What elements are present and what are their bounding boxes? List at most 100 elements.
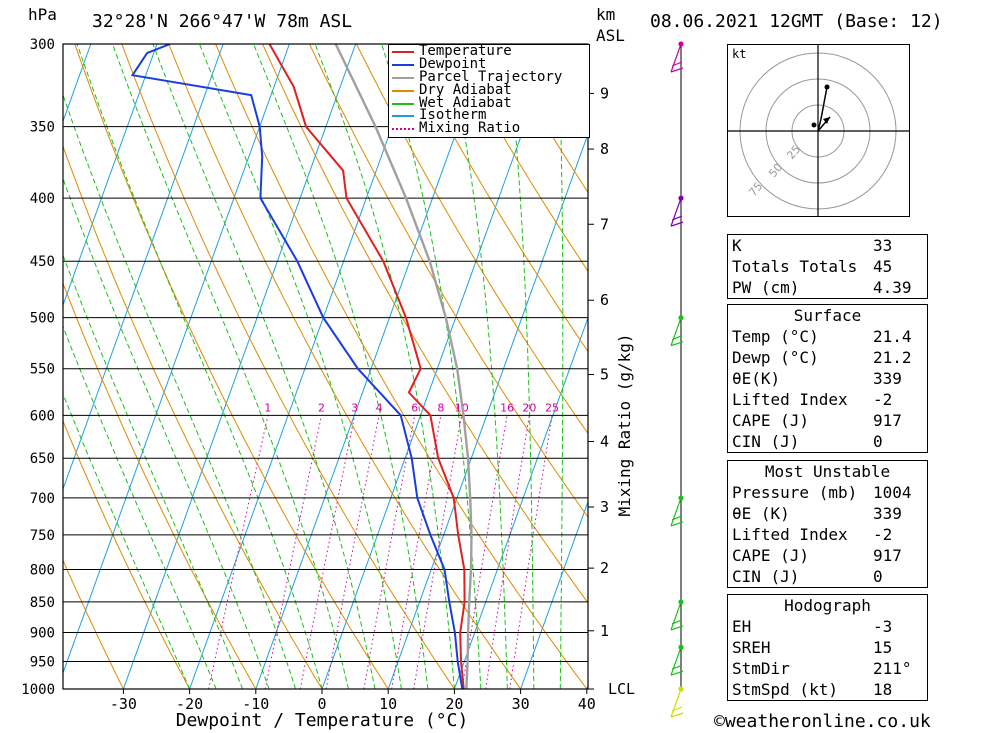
dry-adiabat-line bbox=[215, 44, 588, 689]
legend-item: Parcel Trajectory bbox=[389, 68, 589, 85]
legend-item: Mixing Ratio bbox=[389, 121, 589, 135]
location-title: 32°28'N 266°47'W 78m ASL bbox=[92, 11, 353, 32]
wet-adiabat-line bbox=[506, 44, 535, 689]
height-tick-label: 3 bbox=[600, 498, 609, 516]
row-label: CIN (J) bbox=[732, 567, 800, 586]
legend-item: Temperature bbox=[389, 43, 589, 59]
mixing-ratio-line bbox=[363, 415, 416, 689]
pressure-tick-label: 600 bbox=[30, 408, 55, 424]
row-value: 21.4 bbox=[873, 327, 912, 346]
mixing-ratio-line bbox=[509, 415, 553, 689]
dry-adiabat-line bbox=[309, 44, 588, 519]
row-value: 917 bbox=[873, 546, 902, 565]
dry-adiabat-line bbox=[168, 44, 522, 689]
hodograph-ring-label: 75 bbox=[746, 180, 765, 199]
pressure-tick-label: 950 bbox=[30, 655, 55, 671]
hodograph-trace bbox=[817, 86, 828, 132]
temperature-tick-label: 10 bbox=[379, 695, 397, 713]
row-value: 339 bbox=[873, 369, 902, 388]
wind-barb bbox=[670, 317, 684, 347]
temperature-tick-label: 0 bbox=[317, 695, 326, 713]
mixing-ratio-label: 3 bbox=[351, 401, 358, 414]
temperature-tick-label: -10 bbox=[242, 695, 269, 713]
wet-adiabat-line bbox=[63, 392, 191, 689]
row-value: 15 bbox=[873, 638, 893, 657]
pressure-tick-label: 850 bbox=[30, 595, 55, 611]
parcel-trajectory-line bbox=[334, 44, 473, 689]
table-row: EH -3 bbox=[728, 616, 927, 637]
height-tick-label: 8 bbox=[600, 140, 609, 158]
legend-label: Dry Adiabat bbox=[419, 81, 512, 98]
mixing-ratio-label: 2 bbox=[318, 401, 325, 414]
row-value: 21.2 bbox=[873, 348, 912, 367]
table-row: SREH 15 bbox=[728, 637, 927, 658]
row-value: 33 bbox=[873, 236, 893, 255]
wind-barb bbox=[670, 197, 684, 227]
height-tick-label: 1 bbox=[600, 622, 609, 640]
plot-frame bbox=[62, 43, 589, 690]
x-axis-label: Dewpoint / Temperature (°C) bbox=[176, 710, 469, 731]
site-link[interactable]: weatheronline.co.uk bbox=[724, 711, 931, 732]
legend-swatch bbox=[392, 102, 414, 105]
isotherm-line bbox=[520, 500, 588, 689]
height-tick-label: 2 bbox=[600, 559, 609, 577]
wind-level-dot bbox=[678, 315, 684, 321]
row-value: 0 bbox=[873, 432, 883, 451]
row-label: Dewp (°C) bbox=[732, 348, 819, 367]
hodograph-panel: kt 25 50 75 bbox=[727, 44, 910, 217]
row-value: -2 bbox=[873, 390, 893, 409]
row-label: K bbox=[732, 236, 742, 255]
legend-item: Wet Adiabat bbox=[389, 96, 589, 110]
row-value: 917 bbox=[873, 411, 902, 430]
table-row: Totals Totals 45 bbox=[728, 256, 927, 277]
legend-label: Dewpoint bbox=[419, 55, 487, 72]
copyright-footer[interactable]: ©weatheronline.co.uk bbox=[714, 711, 931, 732]
row-value: 1004 bbox=[873, 483, 912, 502]
dry-adiabat-line bbox=[449, 44, 588, 273]
row-label: Pressure (mb) bbox=[732, 483, 858, 502]
mixing-ratio-line bbox=[208, 415, 269, 689]
legend-swatch bbox=[392, 76, 414, 79]
pressure-tick-label: 350 bbox=[30, 120, 55, 136]
wet-adiabat-line bbox=[253, 44, 429, 689]
legend-swatch bbox=[392, 63, 414, 66]
row-value: 45 bbox=[873, 257, 893, 276]
height-tick-label: LCL bbox=[608, 680, 635, 698]
pressure-tick-label: 650 bbox=[30, 451, 55, 467]
row-value: -3 bbox=[873, 617, 893, 636]
table-row: CIN (J) 0 bbox=[728, 566, 927, 587]
hodograph-ring-label: 50 bbox=[766, 161, 785, 180]
legend-label: Temperature bbox=[419, 43, 512, 59]
table-row: K 33 bbox=[728, 235, 927, 256]
wet-adiabat-line bbox=[557, 44, 564, 689]
pressure-tick-label: 300 bbox=[30, 37, 55, 53]
legend-swatch bbox=[392, 89, 414, 92]
mixing-ratio-line bbox=[485, 415, 530, 689]
dry-adiabat-line bbox=[121, 44, 455, 689]
copyright-icon: © bbox=[714, 711, 725, 732]
legend-item: Dry Adiabat bbox=[389, 81, 589, 98]
row-label: CAPE (J) bbox=[732, 546, 810, 565]
pressure-tick-label: 1000 bbox=[21, 682, 55, 698]
dry-adiabat-line bbox=[402, 44, 588, 353]
row-label: θE (K) bbox=[732, 504, 790, 523]
dry-adiabat-line bbox=[355, 44, 588, 435]
table-row: CIN (J) 0 bbox=[728, 431, 927, 452]
row-label: StmDir bbox=[732, 659, 790, 678]
pressure-tick-label: 550 bbox=[30, 362, 55, 378]
row-label: Totals Totals bbox=[732, 257, 858, 276]
height-tick-label: 6 bbox=[600, 291, 609, 309]
row-label: Temp (°C) bbox=[732, 327, 819, 346]
most-unstable-title: Most Unstable bbox=[764, 462, 891, 481]
row-label: EH bbox=[732, 617, 752, 636]
km-unit-label: km bbox=[596, 5, 616, 24]
isotherm-line bbox=[189, 44, 423, 689]
table-row: Pressure (mb) 1004 bbox=[728, 482, 927, 503]
wet-adiabat-line bbox=[63, 177, 270, 689]
row-label: StmSpd (kt) bbox=[732, 680, 838, 699]
table-row: CAPE (J) 917 bbox=[728, 410, 927, 431]
temperature-line bbox=[268, 44, 466, 689]
legend-label: Parcel Trajectory bbox=[419, 68, 563, 85]
row-value: 211° bbox=[873, 659, 912, 678]
